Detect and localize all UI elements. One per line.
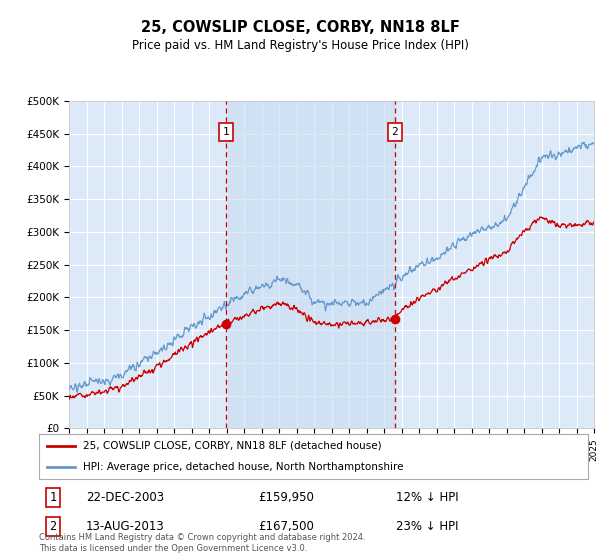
Text: £159,950: £159,950 xyxy=(259,491,314,504)
Text: 22-DEC-2003: 22-DEC-2003 xyxy=(86,491,164,504)
Text: 13-AUG-2013: 13-AUG-2013 xyxy=(86,520,164,533)
Text: 25, COWSLIP CLOSE, CORBY, NN18 8LF (detached house): 25, COWSLIP CLOSE, CORBY, NN18 8LF (deta… xyxy=(83,441,382,451)
Text: 1: 1 xyxy=(49,491,56,504)
Text: 1: 1 xyxy=(223,127,229,137)
Text: 25, COWSLIP CLOSE, CORBY, NN18 8LF: 25, COWSLIP CLOSE, CORBY, NN18 8LF xyxy=(140,20,460,35)
Text: £167,500: £167,500 xyxy=(259,520,314,533)
Bar xyxy=(226,101,395,428)
Text: 2: 2 xyxy=(49,520,56,533)
Text: 23% ↓ HPI: 23% ↓ HPI xyxy=(396,520,458,533)
Text: HPI: Average price, detached house, North Northamptonshire: HPI: Average price, detached house, Nort… xyxy=(83,462,403,472)
Text: Price paid vs. HM Land Registry's House Price Index (HPI): Price paid vs. HM Land Registry's House … xyxy=(131,39,469,52)
Text: Contains HM Land Registry data © Crown copyright and database right 2024.
This d: Contains HM Land Registry data © Crown c… xyxy=(39,533,365,553)
Text: 2: 2 xyxy=(391,127,398,137)
Text: 12% ↓ HPI: 12% ↓ HPI xyxy=(396,491,458,504)
